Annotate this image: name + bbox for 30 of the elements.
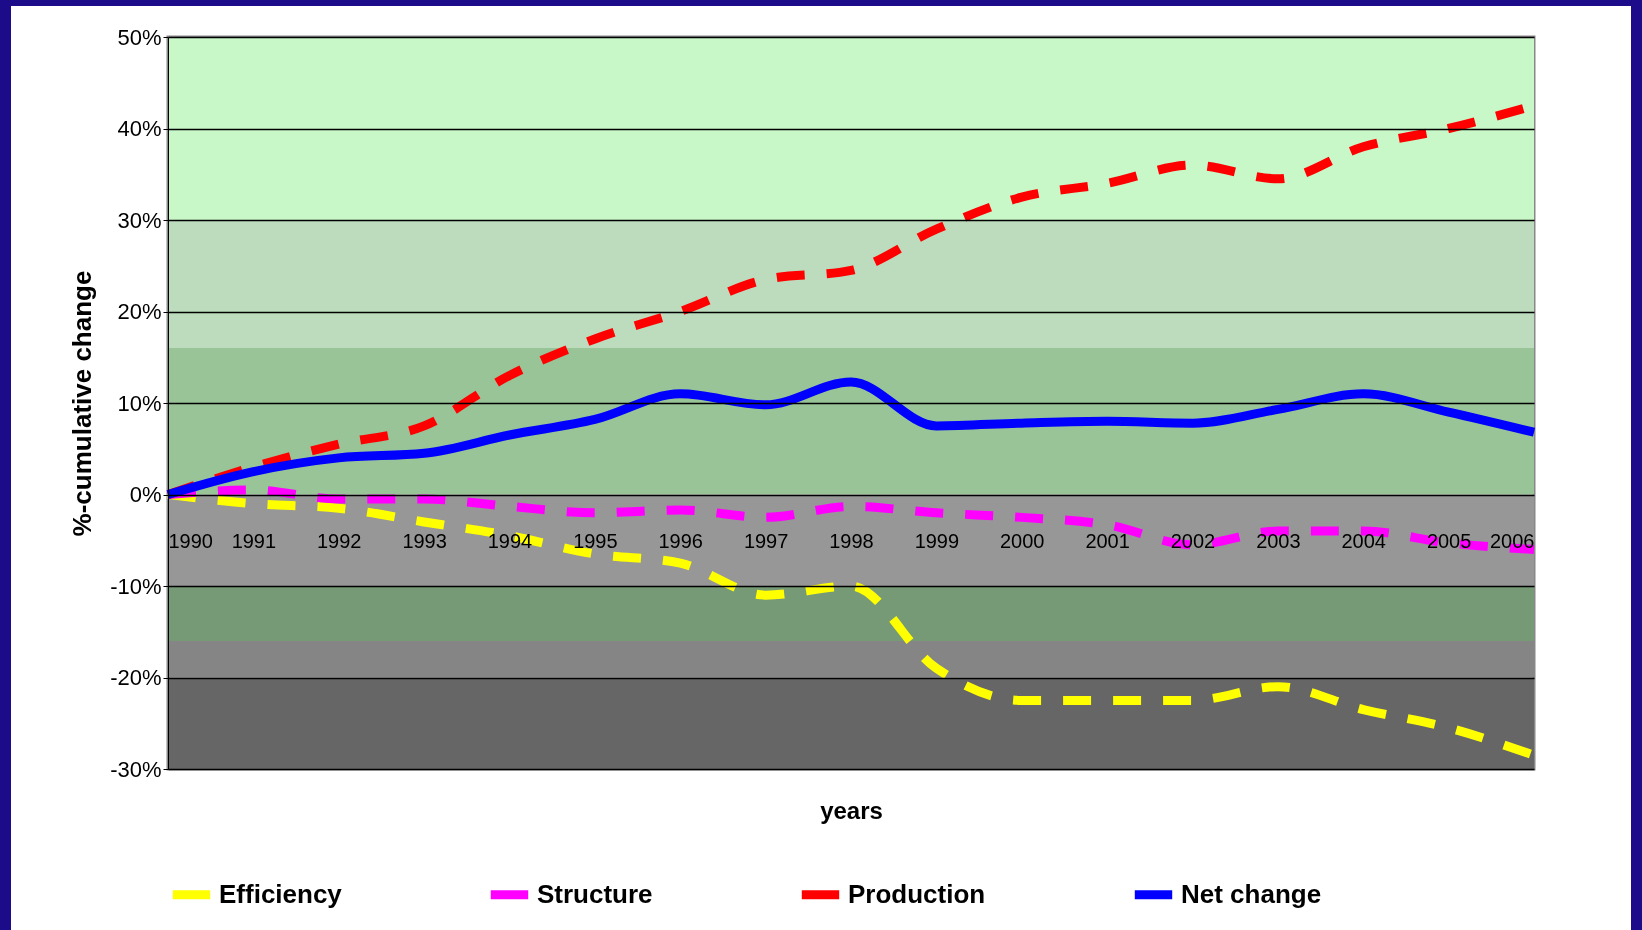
y-tick-label: 0% [129, 482, 162, 507]
y-tick-label: 50% [117, 24, 162, 50]
y-axis-title: %-cumulative change [67, 270, 98, 537]
legend-label: Production [848, 878, 986, 909]
x-tick-label: 2004 [1341, 529, 1386, 552]
y-tick-label: 20% [117, 299, 162, 324]
legend-label: Efficiency [219, 878, 343, 909]
x-tick-label: 1998 [829, 529, 874, 552]
x-axis-title: years [820, 796, 883, 824]
x-tick-label: 2003 [1256, 529, 1301, 552]
x-tick-label: 2000 [1000, 529, 1045, 552]
x-tick-label: 2006 [1490, 529, 1535, 552]
x-tick-label: 1997 [743, 529, 789, 552]
y-tick-label: 40% [117, 116, 162, 141]
y-tick-label: -10% [110, 573, 162, 599]
x-tick-label: 1993 [402, 529, 447, 552]
x-tick-label: 1990 [168, 529, 213, 552]
y-tick-label: -30% [110, 756, 162, 782]
y-tick-label: -20% [110, 665, 162, 690]
x-tick-label: 2002 [1170, 529, 1216, 552]
x-tick-label: 1991 [231, 529, 277, 552]
x-tick-label: 1995 [573, 529, 618, 552]
legend-label: Net change [1181, 878, 1322, 909]
y-tick-label: 30% [117, 207, 162, 233]
y-tick-label: 10% [117, 390, 162, 416]
legend-label: Structure [537, 878, 653, 909]
x-tick-label: 2001 [1085, 529, 1130, 552]
x-tick-label: 1992 [317, 529, 362, 552]
x-tick-label: 1999 [914, 529, 960, 552]
x-tick-label: 1996 [658, 529, 703, 552]
